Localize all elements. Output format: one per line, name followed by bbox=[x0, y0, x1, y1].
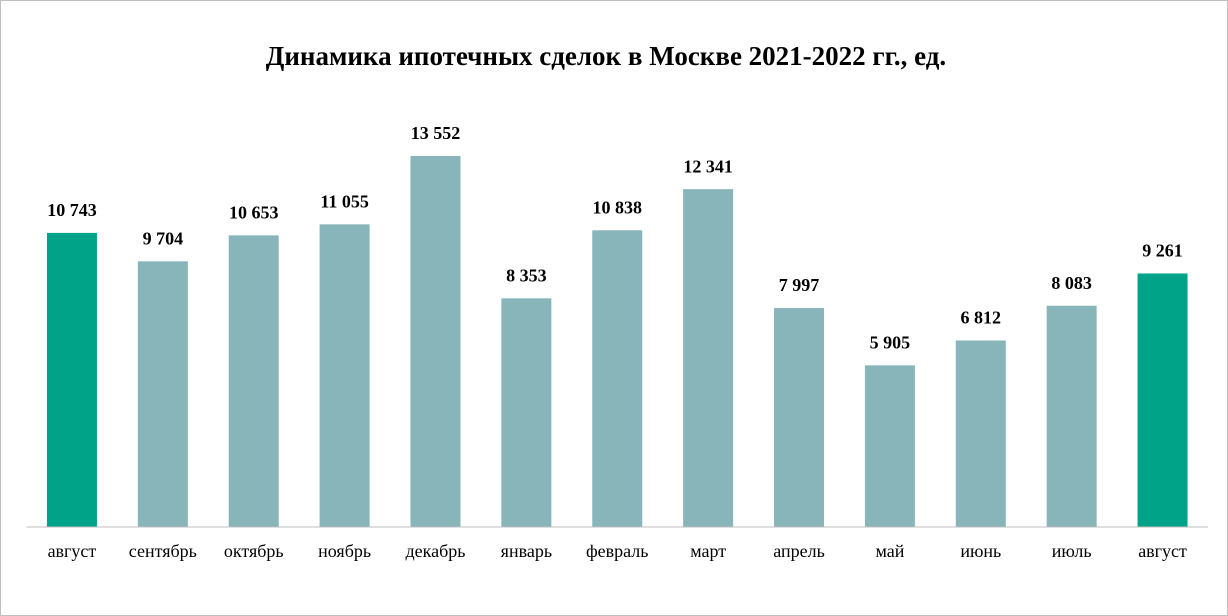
x-tick-label: август bbox=[48, 541, 97, 561]
x-tick-label: февраль bbox=[586, 541, 649, 561]
x-tick-label: июнь bbox=[960, 541, 1001, 561]
value-label: 8 083 bbox=[1051, 273, 1092, 293]
value-label: 5 905 bbox=[870, 332, 911, 352]
value-label: 13 552 bbox=[411, 123, 461, 143]
x-tick-label: ноябрь bbox=[318, 541, 371, 561]
x-tick-label: август bbox=[1138, 541, 1187, 561]
x-tick-label: апрель bbox=[773, 541, 825, 561]
bar bbox=[1137, 273, 1188, 527]
value-label: 10 743 bbox=[47, 200, 97, 220]
bar bbox=[955, 340, 1006, 527]
bar bbox=[1046, 305, 1097, 527]
chart-title: Динамика ипотечных сделок в Москве 2021-… bbox=[266, 41, 946, 71]
value-label: 9 261 bbox=[1142, 241, 1183, 261]
bar bbox=[137, 261, 188, 527]
bar bbox=[774, 308, 825, 527]
bar bbox=[410, 156, 461, 527]
x-tick-label: январь bbox=[501, 541, 552, 561]
x-tick-label: июль bbox=[1052, 541, 1092, 561]
bar bbox=[228, 235, 279, 528]
value-label: 12 341 bbox=[683, 156, 733, 176]
bar bbox=[46, 232, 97, 527]
value-label: 11 055 bbox=[320, 191, 369, 211]
value-label: 10 838 bbox=[593, 197, 643, 217]
value-label: 10 653 bbox=[229, 202, 279, 222]
x-tick-label: сентябрь bbox=[129, 541, 197, 561]
value-label: 8 353 bbox=[506, 265, 547, 285]
value-label: 9 704 bbox=[143, 228, 184, 248]
bar bbox=[319, 224, 370, 527]
x-tick-label: март bbox=[690, 541, 726, 561]
value-label: 7 997 bbox=[779, 275, 820, 295]
bar bbox=[501, 298, 552, 527]
bar bbox=[683, 189, 734, 527]
value-label: 6 812 bbox=[961, 308, 1002, 328]
bar bbox=[592, 230, 643, 527]
x-tick-label: май bbox=[875, 541, 904, 561]
x-tick-label: декабрь bbox=[405, 541, 465, 561]
bar bbox=[864, 365, 915, 527]
x-tick-label: октябрь bbox=[224, 541, 284, 561]
